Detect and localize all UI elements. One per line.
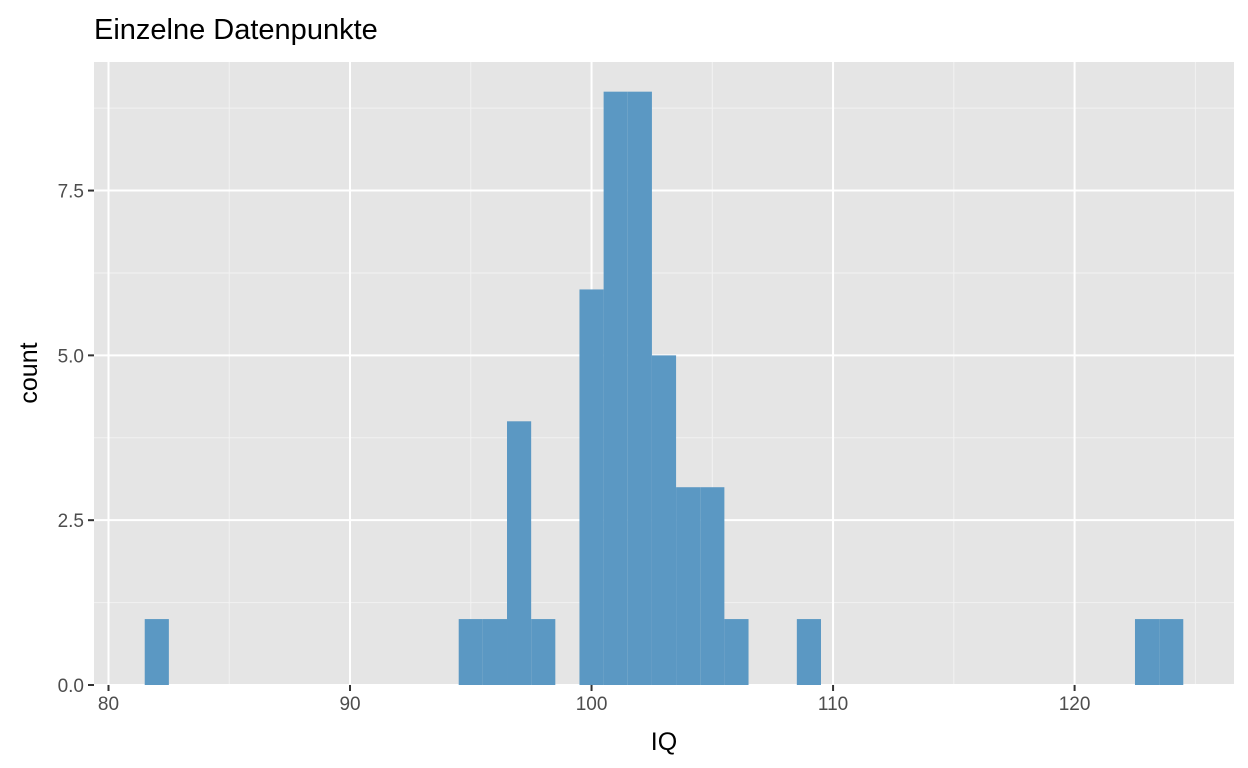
x-tick-label: 100	[576, 694, 608, 715]
y-tick-label: 2.5	[58, 511, 84, 532]
x-tick-label: 120	[1059, 694, 1091, 715]
histogram-bar	[507, 421, 532, 685]
x-tick-label: 110	[818, 694, 848, 715]
histogram-bar	[482, 619, 508, 685]
histogram-bar	[700, 487, 725, 685]
y-tick-label: 7.5	[58, 182, 84, 203]
histogram-bar	[579, 289, 604, 685]
x-axis: 80 90 100 110 120	[98, 685, 1091, 715]
histogram-bar	[603, 91, 628, 685]
x-tick-label: 80	[98, 694, 119, 715]
x-tick-label: 90	[339, 694, 360, 715]
y-tick-label: 5.0	[58, 346, 84, 367]
histogram-bar	[1134, 619, 1160, 685]
x-axis-title: IQ	[651, 728, 677, 756]
histogram-bar	[724, 619, 749, 685]
histogram-bar	[1159, 619, 1184, 685]
y-axis: 0.0 2.5 5.0 7.5	[58, 182, 94, 697]
histogram-bar	[627, 91, 652, 685]
histogram-bar	[676, 487, 701, 685]
histogram-bar	[531, 619, 556, 685]
histogram-bar	[458, 619, 483, 685]
histogram-bar	[144, 619, 169, 685]
histogram-bar	[796, 619, 821, 685]
chart-title: Einzelne Datenpunkte	[94, 14, 378, 46]
histogram-bars	[144, 91, 1184, 685]
histogram-bar	[651, 355, 677, 685]
y-tick-label: 0.0	[58, 676, 84, 697]
y-axis-title: count	[15, 342, 43, 403]
